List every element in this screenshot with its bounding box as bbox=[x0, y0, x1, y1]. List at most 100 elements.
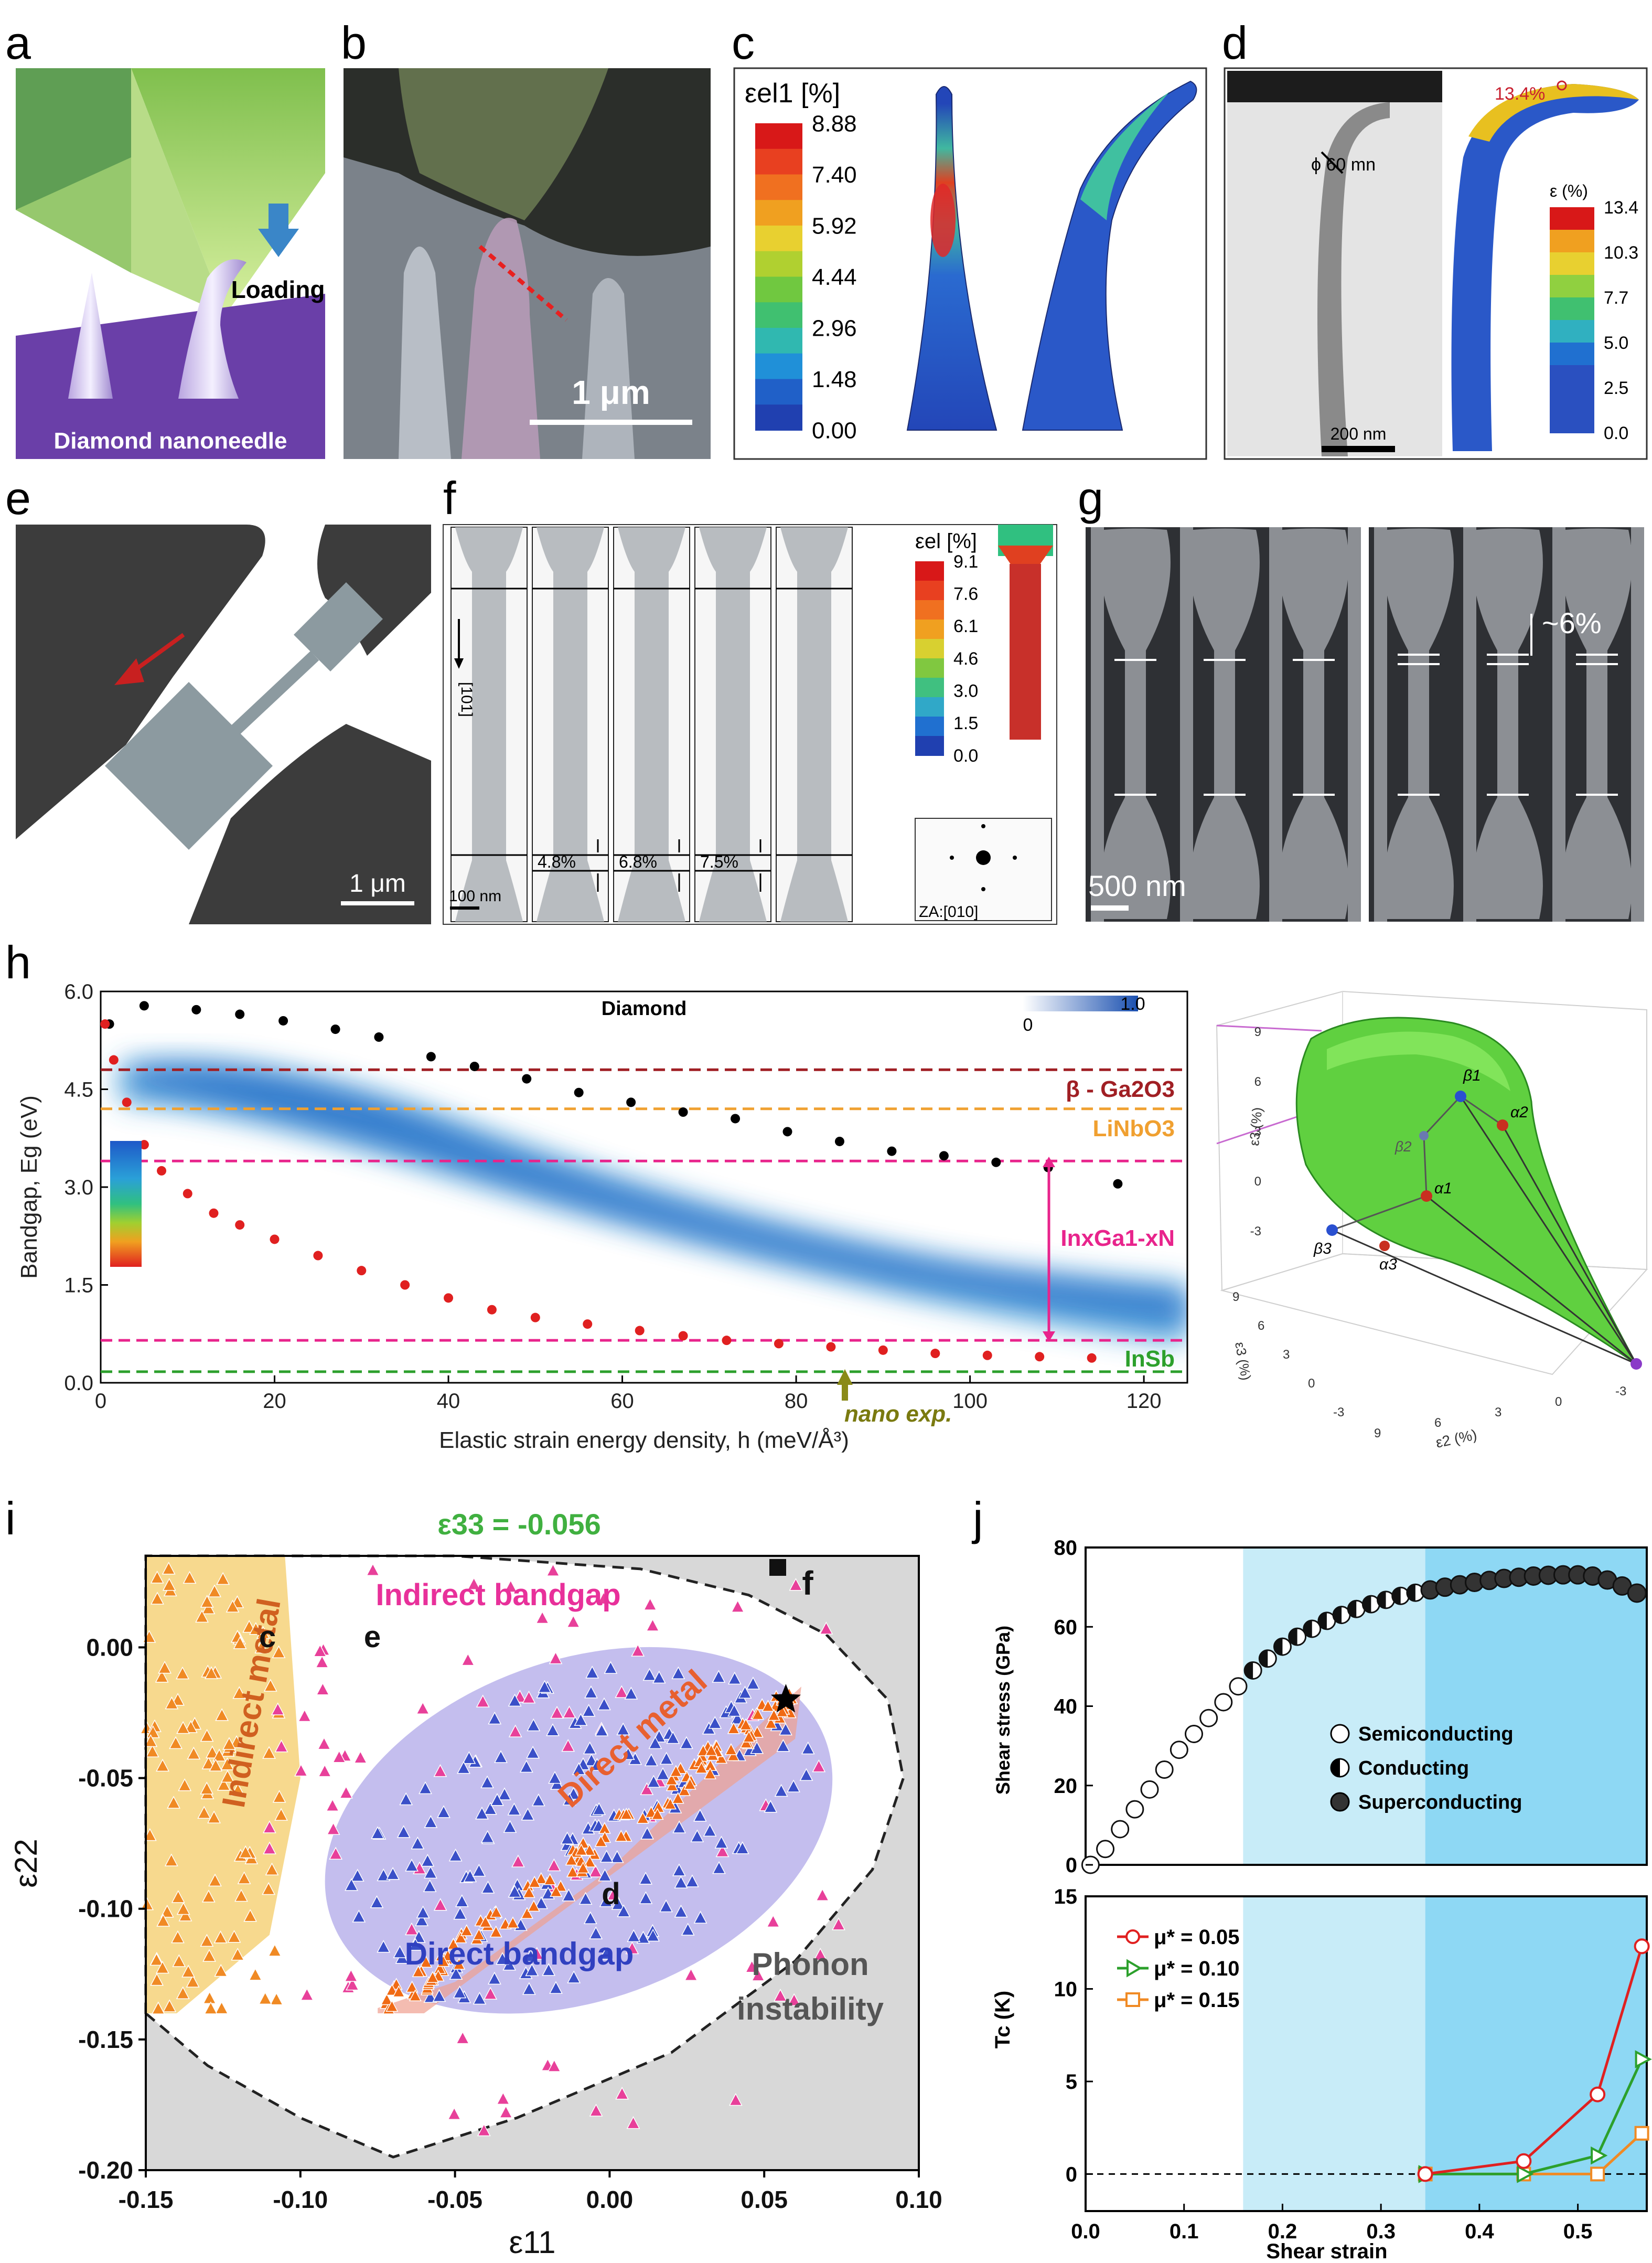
data-point bbox=[415, 1913, 429, 1926]
colorbar-tick-label: 5.0 bbox=[1604, 333, 1628, 353]
data-point bbox=[203, 2001, 218, 2014]
data-point bbox=[313, 1644, 327, 1657]
data-point bbox=[217, 1778, 231, 1791]
hull-edge bbox=[1332, 1229, 1637, 1365]
colorbar-swatch bbox=[1550, 320, 1594, 343]
data-point bbox=[695, 1762, 708, 1774]
data-point bbox=[444, 1293, 454, 1303]
data-point bbox=[530, 1312, 540, 1322]
data-point bbox=[186, 1974, 200, 1988]
point-alpha3 bbox=[1379, 1241, 1390, 1251]
data-point bbox=[453, 1957, 466, 1970]
panel-j: j 0 20 40 60 80 0 5 10 15 0.0 0.1 0.2 0.3 0.4 0.5 Sem… bbox=[971, 1492, 1652, 2263]
data-point-half bbox=[1245, 1662, 1253, 1679]
data-point bbox=[652, 1670, 666, 1684]
data-point bbox=[696, 1744, 710, 1756]
data-point bbox=[640, 1782, 654, 1795]
colorbar-swatch bbox=[755, 276, 802, 303]
data-point bbox=[930, 1349, 940, 1359]
data-point bbox=[615, 1829, 628, 1842]
data-point bbox=[200, 1595, 214, 1608]
data-point bbox=[411, 1836, 425, 1850]
sem-pillar-1 bbox=[399, 247, 451, 459]
colorbar-swatch bbox=[1550, 207, 1594, 230]
data-point bbox=[583, 1855, 596, 1867]
data-point bbox=[426, 1971, 439, 1983]
strain-label-d: 13.4% bbox=[1495, 84, 1545, 104]
data-point bbox=[447, 1937, 460, 1950]
data-point bbox=[420, 1956, 433, 1968]
g-sem-images bbox=[1086, 527, 1644, 922]
sem-wall bbox=[1552, 527, 1565, 922]
data-point bbox=[578, 1892, 593, 1905]
data-point bbox=[409, 1938, 423, 1951]
data-point bbox=[1140, 1780, 1159, 1799]
data-point bbox=[433, 1898, 447, 1911]
y-axis-title-3d: ε3 (%) bbox=[1232, 1341, 1254, 1382]
scale-bar-f bbox=[450, 906, 479, 910]
data-point bbox=[270, 1234, 280, 1244]
data-point bbox=[787, 1779, 801, 1792]
y-tick-label: 60 bbox=[1054, 1616, 1078, 1639]
data-point bbox=[483, 1802, 497, 1815]
data-point bbox=[274, 1739, 288, 1753]
data-point bbox=[1125, 1800, 1144, 1819]
data-point bbox=[412, 1965, 425, 1978]
data-point bbox=[583, 1319, 593, 1329]
data-point bbox=[611, 1897, 625, 1910]
x-tick-label: 0.0 bbox=[1071, 2220, 1100, 2243]
small-needle bbox=[68, 273, 113, 399]
data-point bbox=[167, 1796, 181, 1809]
panel-e: e 1 μm bbox=[5, 472, 431, 924]
data-point bbox=[547, 1858, 561, 1872]
data-point bbox=[201, 1890, 216, 1903]
data-point bbox=[525, 1963, 539, 1977]
data-point bbox=[345, 1977, 359, 1991]
colorbar-tick-label: 4.44 bbox=[812, 264, 857, 290]
data-point bbox=[318, 1764, 332, 1777]
data-point bbox=[405, 1922, 419, 1936]
data-point bbox=[776, 1738, 790, 1752]
fem-cap-hot bbox=[998, 546, 1053, 567]
data-point bbox=[453, 1985, 467, 1999]
data-point bbox=[151, 1592, 164, 1605]
data-point bbox=[774, 1784, 788, 1797]
data-point bbox=[610, 1850, 624, 1863]
data-point bbox=[480, 1775, 495, 1789]
strain-f-2: 6.8% bbox=[619, 852, 657, 871]
data-point bbox=[473, 1928, 486, 1940]
data-point bbox=[708, 1716, 722, 1729]
legend-mu-015: μ* = 0.15 bbox=[1154, 1989, 1239, 2012]
colorbar-swatch bbox=[1550, 365, 1594, 388]
data-point bbox=[522, 1886, 535, 1898]
data-point-half bbox=[1392, 1587, 1401, 1605]
data-point bbox=[627, 1929, 641, 1942]
data-point-half bbox=[1333, 1606, 1342, 1624]
data-point bbox=[499, 2105, 513, 2118]
tc-plot: 0 5 10 15 0.0 0.1 0.2 0.3 0.4 0.5 bbox=[1054, 1885, 1652, 2243]
marker-c: c bbox=[259, 1620, 276, 1654]
data-point bbox=[582, 1704, 596, 1717]
data-point bbox=[421, 1853, 435, 1867]
data-point bbox=[432, 1989, 446, 2002]
colorbar-tick-label: 10.3 bbox=[1604, 243, 1638, 263]
data-point bbox=[764, 1800, 778, 1813]
data-point bbox=[392, 1985, 405, 1998]
data-point bbox=[531, 1793, 545, 1807]
x-tick-label: 9 bbox=[1374, 1426, 1381, 1440]
data-point bbox=[1170, 1741, 1188, 1759]
data-point bbox=[819, 1621, 833, 1635]
z-tick-label: -3 bbox=[1250, 1224, 1261, 1239]
data-point bbox=[200, 1934, 214, 1947]
y-tick-label: 10 bbox=[1054, 1978, 1078, 2001]
data-point bbox=[462, 1751, 476, 1764]
colorbar-swatch bbox=[1550, 297, 1594, 321]
point-alpha2 bbox=[1497, 1119, 1508, 1131]
data-point bbox=[479, 1915, 492, 1928]
data-point bbox=[146, 1725, 160, 1738]
data-point bbox=[626, 1097, 636, 1107]
x-tick-label: 100 bbox=[952, 1390, 988, 1413]
y-tick-label: 80 bbox=[1054, 1536, 1078, 1560]
data-point bbox=[272, 1645, 286, 1658]
data-point bbox=[396, 1825, 411, 1838]
